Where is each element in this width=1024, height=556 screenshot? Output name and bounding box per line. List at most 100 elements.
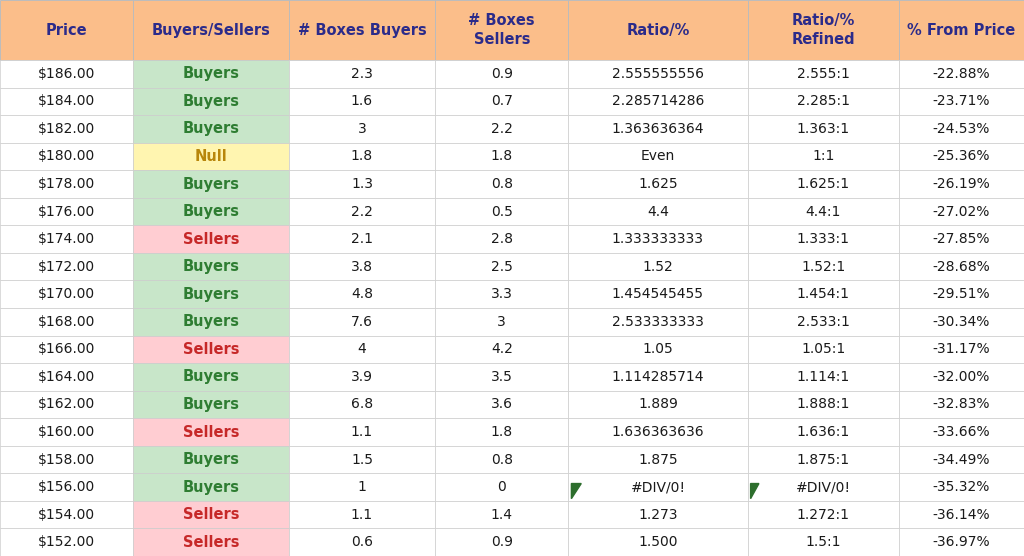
Text: % From Price: % From Price [907,23,1016,37]
Text: 4: 4 [357,342,367,356]
Text: Buyers: Buyers [182,287,240,302]
Text: 4.2: 4.2 [490,342,513,356]
Bar [0,0,133,60]
Text: 3.9: 3.9 [351,370,373,384]
Text: 1.8: 1.8 [351,150,373,163]
Bar [568,225,748,253]
Bar [748,143,899,170]
Text: -35.32%: -35.32% [933,480,990,494]
Bar [289,363,435,391]
Bar [289,143,435,170]
Bar [748,336,899,363]
Text: 1.454:1: 1.454:1 [797,287,850,301]
Text: -36.97%: -36.97% [933,535,990,549]
Text: 1.625: 1.625 [638,177,678,191]
Bar [0,336,133,363]
Bar [748,363,899,391]
Text: 3.3: 3.3 [490,287,513,301]
Bar [289,391,435,418]
Text: 4.8: 4.8 [351,287,373,301]
Text: 1: 1 [357,480,367,494]
Bar [899,170,1024,198]
Text: Sellers: Sellers [182,507,240,522]
Bar [435,446,568,473]
Text: Sellers: Sellers [182,425,240,439]
Bar [568,418,748,446]
Text: 1.888:1: 1.888:1 [797,398,850,411]
Text: 1.272:1: 1.272:1 [797,508,850,522]
Text: -34.49%: -34.49% [933,453,990,466]
Text: $152.00: $152.00 [38,535,95,549]
Bar [289,501,435,528]
Bar [899,336,1024,363]
Bar [899,88,1024,115]
Bar [568,170,748,198]
Bar [289,253,435,280]
Text: 1.636:1: 1.636:1 [797,425,850,439]
Text: 1.52: 1.52 [642,260,674,274]
Bar [133,88,289,115]
Bar [899,391,1024,418]
Bar [568,198,748,225]
Bar [133,501,289,528]
Text: 1.5: 1.5 [351,453,373,466]
Text: # Boxes Buyers: # Boxes Buyers [298,23,426,37]
Bar [435,198,568,225]
Bar [435,88,568,115]
Text: Ratio/%
Refined: Ratio/% Refined [792,13,855,47]
Text: Buyers/Sellers: Buyers/Sellers [152,23,270,37]
Text: 0.9: 0.9 [490,535,513,549]
Text: -26.19%: -26.19% [933,177,990,191]
Text: $168.00: $168.00 [38,315,95,329]
Text: 2.533333333: 2.533333333 [612,315,703,329]
Text: Buyers: Buyers [182,204,240,219]
Bar [568,60,748,88]
Bar [748,253,899,280]
Bar [899,308,1024,336]
Text: 0.8: 0.8 [490,453,513,466]
Bar [899,501,1024,528]
Bar [435,170,568,198]
Text: 0.6: 0.6 [351,535,373,549]
Bar [289,88,435,115]
Bar [0,225,133,253]
Bar [0,115,133,143]
Bar [289,418,435,446]
Text: 2.555:1: 2.555:1 [797,67,850,81]
Text: 1.333333333: 1.333333333 [612,232,703,246]
Bar [133,418,289,446]
Bar [289,528,435,556]
Bar [568,253,748,280]
Bar [133,473,289,501]
Text: 2.285714286: 2.285714286 [611,95,705,108]
Text: #DIV/0!: #DIV/0! [796,480,851,494]
Bar [0,446,133,473]
Bar [748,528,899,556]
Bar [435,60,568,88]
Text: # Boxes
Sellers: # Boxes Sellers [468,13,536,47]
Bar [133,115,289,143]
Text: Buyers: Buyers [182,369,240,384]
Bar [568,115,748,143]
Text: -25.36%: -25.36% [933,150,990,163]
Bar [748,0,899,60]
Bar [748,280,899,308]
Bar [0,501,133,528]
Text: 2.533:1: 2.533:1 [797,315,850,329]
Text: 1.500: 1.500 [638,535,678,549]
Bar [435,225,568,253]
Text: Buyers: Buyers [182,480,240,495]
Text: 4.4:1: 4.4:1 [806,205,841,219]
Text: Sellers: Sellers [182,232,240,247]
Text: Sellers: Sellers [182,535,240,550]
Bar [289,225,435,253]
Bar [435,115,568,143]
Text: -23.71%: -23.71% [933,95,990,108]
Bar [568,473,748,501]
Bar [568,336,748,363]
Text: 6.8: 6.8 [351,398,373,411]
Text: 3.6: 3.6 [490,398,513,411]
Bar [899,446,1024,473]
Bar [435,253,568,280]
Bar [133,198,289,225]
